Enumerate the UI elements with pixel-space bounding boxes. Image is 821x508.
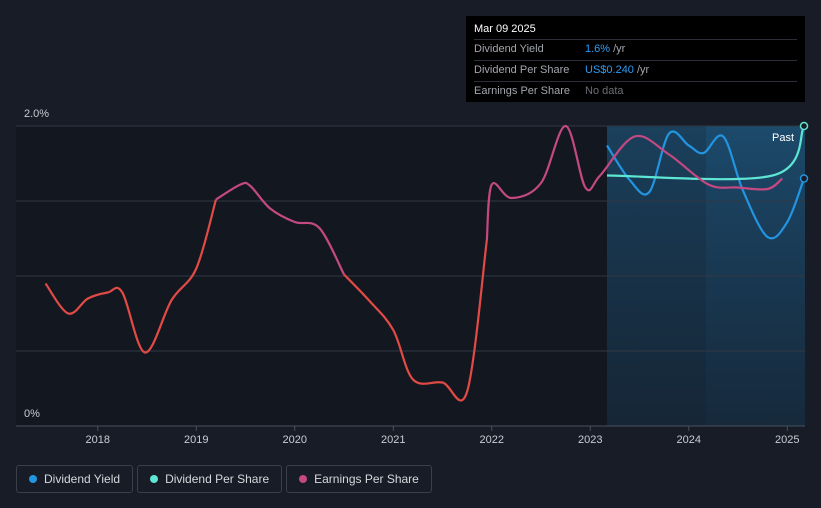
- tooltip-value: No data: [585, 85, 624, 97]
- line-1: [607, 125, 806, 181]
- tooltip-unit: /yr: [613, 43, 626, 55]
- tooltip-date: Mar 09 2025: [474, 23, 536, 35]
- tooltip-row: Earnings Per Share No data: [474, 81, 797, 100]
- legend-dot: [29, 475, 37, 483]
- legend: Dividend Yield Dividend Per Share Earnings…: [16, 465, 432, 493]
- tooltip-unit: /yr: [636, 64, 650, 76]
- legend-label: Dividend Per Share: [165, 472, 270, 486]
- legend-dot: [299, 475, 308, 483]
- x-tick-label: 2019: [184, 434, 208, 446]
- tooltip-label: Dividend Yield: [474, 43, 544, 55]
- y-tick-label: 2.0%: [24, 108, 49, 120]
- line-0: [606, 130, 806, 240]
- tooltip: Mar 09 2025 Dividend Yield 1.6%/yr Dividen…: [466, 16, 805, 102]
- annotation: Past: [772, 132, 794, 144]
- x-tick-label: 2023: [578, 434, 602, 446]
- tooltip-label: Earnings Per Share: [474, 85, 570, 97]
- legend-dot: [150, 475, 159, 483]
- x-tick-label: 2024: [677, 434, 701, 446]
- tooltip-value: 1.6%: [585, 43, 611, 55]
- chart: Past 0% 2.0% 2018 2019 2020 2021 2022 2023 2024 2…: [16, 108, 809, 446]
- tooltip-row: Dividend Per Share US$0.240/yr: [474, 60, 797, 79]
- line-2: [485, 124, 784, 241]
- x-tick-label: 2020: [283, 434, 307, 446]
- end-dot: [799, 121, 809, 131]
- x-tick-label: 2025: [775, 434, 799, 446]
- line-2: [44, 199, 218, 354]
- line-2: [343, 239, 488, 402]
- x-tick-label: 2022: [480, 434, 504, 446]
- tooltip-value: US$0.240: [585, 64, 634, 76]
- end-dot: [799, 174, 809, 183]
- y-tick-label: 0%: [24, 408, 40, 420]
- legend-item[interactable]: Dividend Yield: [16, 465, 134, 493]
- tooltip-label: Dividend Per Share: [474, 64, 570, 76]
- legend-item[interactable]: Earnings Per Share: [286, 465, 432, 493]
- legend-label: Dividend Yield: [44, 472, 121, 486]
- legend-item[interactable]: Dividend Per Share: [137, 465, 283, 493]
- x-tick-label: 2021: [381, 434, 405, 446]
- x-tick-label: 2018: [86, 434, 110, 446]
- line-2: [215, 181, 345, 276]
- tooltip-row: Dividend Yield 1.6%/yr: [474, 39, 797, 58]
- legend-label: Earnings Per Share: [314, 472, 419, 486]
